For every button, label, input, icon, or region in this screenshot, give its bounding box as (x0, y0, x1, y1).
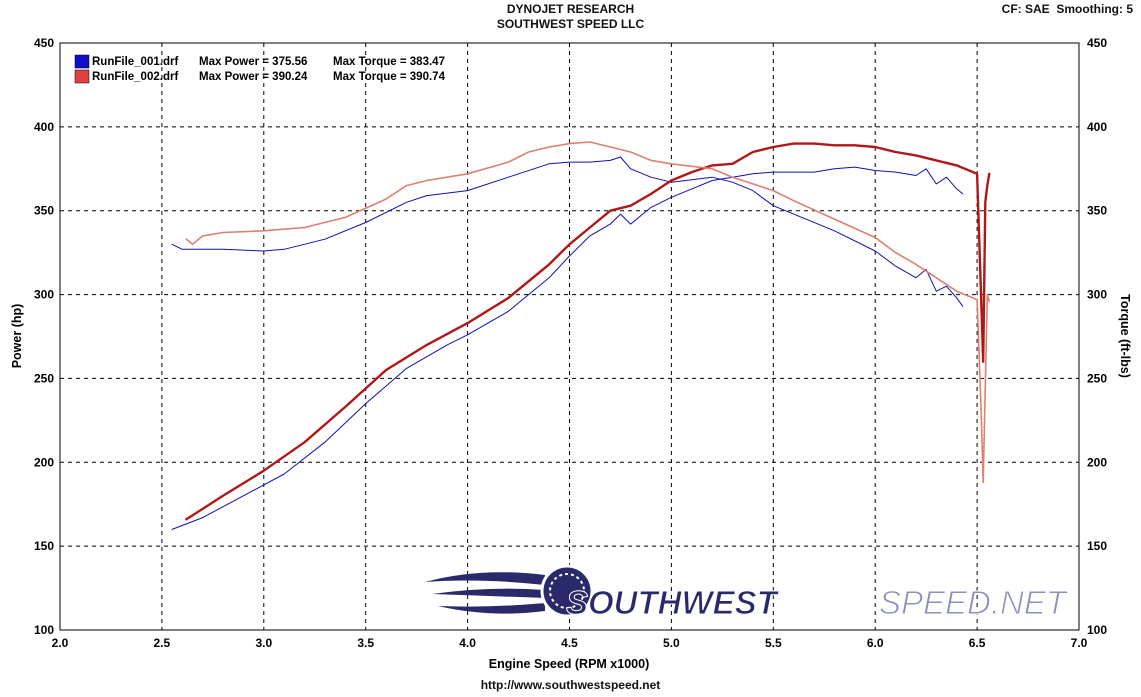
smoothing-label: Smoothing: 5 (1056, 2, 1133, 16)
footer-url: http://www.southwestspeed.net (480, 678, 661, 692)
y-tick-label: 200 (34, 455, 54, 469)
legend-torque-run1: Max Torque = 383.47 (333, 56, 445, 68)
y2-tick-label: 100 (1087, 623, 1107, 637)
y2-tick-labels: 100 150 200 250 300 350 400 450 (1087, 36, 1107, 637)
x-tick-label: 7.0 (1071, 636, 1088, 650)
y-tick-label: 400 (34, 120, 54, 134)
x-tick-label: 4.5 (561, 636, 578, 650)
x-axis-label: Engine Speed (RPM x1000) (489, 657, 649, 671)
x-tick-label: 6.0 (867, 636, 884, 650)
x-tick-label: 4.0 (459, 636, 476, 650)
grid-lines (60, 43, 1079, 630)
legend-swatch-run1 (74, 54, 90, 69)
y-tick-label: 250 (34, 371, 54, 385)
logo-swoosh-3 (438, 603, 545, 614)
y2-tick-label: 200 (1087, 455, 1107, 469)
series-line-1 (171, 166, 964, 530)
series-line-2 (171, 156, 964, 307)
y-tick-label: 450 (34, 36, 54, 50)
y2-tick-label: 350 (1087, 204, 1107, 218)
y-tick-label: 100 (34, 623, 54, 637)
chart-title-line2: SOUTHWEST SPEED LLC (496, 17, 645, 31)
logo-text-bold: SOUTHWEST (566, 584, 780, 621)
x-tick-label: 6.5 (969, 636, 986, 650)
y-tick-labels: 100 150 200 250 300 350 400 450 (34, 36, 54, 637)
legend-file-run2: RunFile_002.drf (92, 71, 178, 83)
legend-power-run1: Max Power = 375.56 (199, 56, 307, 68)
y2-tick-label: 400 (1087, 120, 1107, 134)
y-tick-label: 300 (34, 288, 54, 302)
southwestspeed-logo: SOUTHWEST SPEED.NET (425, 564, 1069, 622)
series-lines (171, 141, 991, 530)
y2-tick-label: 450 (1087, 36, 1107, 50)
logo-gauge-inner (549, 573, 585, 609)
logo-swoosh-2 (432, 588, 545, 598)
series-line-4 (185, 141, 991, 484)
y-axis-label: Power (hp) (10, 304, 24, 369)
x-tick-label: 2.0 (52, 636, 69, 650)
y2-tick-label: 300 (1087, 288, 1107, 302)
legend-file-run1: RunFile_001.drf (92, 56, 178, 68)
x-tick-label: 3.0 (255, 636, 272, 650)
legend: RunFile_001.drf Max Power = 375.56 Max T… (74, 54, 446, 84)
y2-axis-label: Torque (ft-lbs) (1118, 294, 1132, 378)
correction-info: CF: SAE Smoothing: 5 (1002, 2, 1133, 16)
series-line-3 (185, 142, 991, 521)
y-tick-label: 150 (34, 539, 54, 553)
x-tick-label: 3.5 (357, 636, 374, 650)
legend-power-run2: Max Power = 390.24 (199, 71, 308, 83)
logo-text-light: SPEED.NET (879, 584, 1069, 621)
x-tick-label: 2.5 (154, 636, 171, 650)
legend-swatch-run2 (74, 69, 90, 84)
x-tick-label: 5.5 (765, 636, 782, 650)
y-tick-label: 350 (34, 204, 54, 218)
cf-label: CF: SAE (1001, 2, 1050, 16)
y2-tick-label: 150 (1087, 539, 1107, 553)
legend-torque-run2: Max Torque = 390.74 (333, 71, 446, 83)
logo-swoosh-1 (425, 572, 545, 585)
chart-title-line1: DYNOJET RESEARCH (506, 2, 635, 16)
x-tick-labels: 2.0 2.5 3.0 3.5 4.0 4.5 5.0 5.5 6.0 6.5 7.0 (52, 636, 1088, 650)
x-tick-label: 5.0 (663, 636, 680, 650)
y2-tick-label: 250 (1087, 371, 1107, 385)
